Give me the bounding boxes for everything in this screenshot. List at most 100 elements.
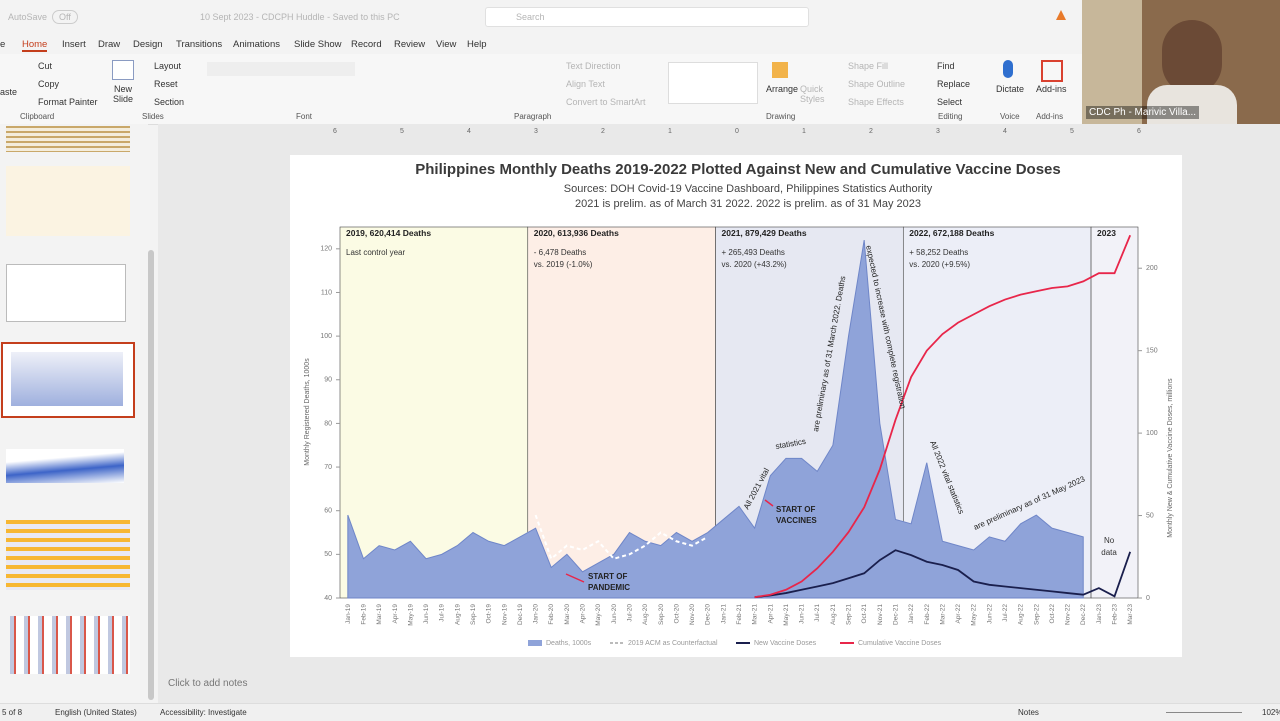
shapes-gallery[interactable]	[668, 62, 758, 104]
x-tick-label: Jan-22	[908, 604, 915, 624]
thumbnail[interactable]	[6, 264, 126, 322]
series-area	[347, 240, 1084, 599]
shape-outline[interactable]: Shape Outline	[848, 79, 906, 89]
annotation: START OF VACCINES	[776, 505, 817, 525]
ribbon-tab[interactable]: Insert	[62, 39, 86, 50]
mic-icon	[1003, 60, 1013, 78]
chart-subtitle: 2021 is prelim. as of March 31 2022. 202…	[575, 198, 921, 210]
new-slide[interactable]: New Slide	[112, 84, 133, 104]
autosave[interactable]: AutoSave	[8, 12, 48, 22]
thumbnail[interactable]	[10, 616, 130, 674]
ruler-label: 3	[534, 128, 538, 135]
arrange[interactable]: Arrange	[766, 84, 799, 94]
y-tick-label: 120	[320, 246, 332, 253]
legend-label: 2019 ACM as Counterfactual	[628, 640, 718, 647]
ribbon-tab[interactable]: Help	[467, 39, 487, 50]
annotation: START OF PANDEMIC	[588, 572, 630, 592]
cut[interactable]: Cut	[38, 61, 53, 71]
align-text[interactable]: Align Text	[566, 79, 605, 89]
x-tick-label: Dec-22	[1080, 604, 1087, 625]
ribbon-tab[interactable]: Transitions	[176, 39, 223, 50]
year-header: 2023	[1097, 228, 1116, 238]
year-header: 2022, 672,188 Deaths	[909, 228, 994, 238]
quick-styles[interactable]: Quick Styles	[800, 84, 825, 104]
ribbon-tab[interactable]: Animations	[233, 39, 280, 50]
paste[interactable]: aste	[0, 87, 18, 97]
autosave-toggle[interactable]: Off	[52, 10, 78, 24]
thumbnail[interactable]	[6, 166, 130, 236]
text-direction[interactable]: Text Direction	[566, 61, 621, 71]
x-tick-label: Aug-19	[454, 604, 461, 625]
zoom-slider[interactable]	[1166, 712, 1242, 713]
x-tick-label: Apr-21	[767, 604, 774, 624]
arrange-icon	[772, 62, 788, 78]
zoom-level[interactable]: 102%	[1262, 708, 1280, 717]
ribbon-tab[interactable]: View	[436, 39, 457, 50]
x-tick-label: Feb-20	[548, 604, 555, 625]
x-tick-label: Feb-19	[360, 604, 367, 625]
person	[1162, 20, 1222, 94]
convert-smartart[interactable]: Convert to SmartArt	[566, 97, 646, 107]
replace[interactable]: Replace	[937, 79, 971, 89]
ribbon-tab[interactable]: Design	[133, 39, 163, 50]
addins-icon	[1041, 60, 1063, 82]
status-bar: 5 of 8 English (United States) Accessibi…	[0, 703, 1280, 721]
x-tick-label: Jan-23	[1096, 604, 1103, 624]
language[interactable]: English (United States)	[55, 708, 137, 717]
y2-tick-label: 100	[1146, 430, 1158, 437]
group-label: Clipboard	[20, 112, 55, 121]
thumbnail[interactable]	[6, 126, 130, 152]
notes-button[interactable]: Notes	[1018, 708, 1039, 717]
y2-tick-label: 200	[1146, 265, 1158, 272]
ruler-label: 6	[333, 128, 337, 135]
thumbnail[interactable]	[6, 449, 124, 483]
ribbon-tab[interactable]: Slide Show	[294, 39, 342, 50]
ruler-label: 6	[1137, 128, 1141, 135]
copy[interactable]: Copy	[38, 79, 60, 89]
year-note: vs. 2020 (+43.2%)	[722, 260, 787, 269]
thumbnail-selected[interactable]	[1, 342, 135, 418]
x-tick-label: Aug-21	[830, 604, 837, 625]
x-tick-label: Oct-19	[486, 604, 493, 624]
ruler-label: 3	[936, 128, 940, 135]
layout[interactable]: Layout	[154, 61, 182, 71]
x-tick-label: Sep-21	[846, 604, 853, 625]
x-tick-label: Mar-23	[1127, 604, 1134, 625]
group-label: Slides	[142, 112, 164, 121]
reset[interactable]: Reset	[154, 79, 178, 89]
x-tick-label: May-20	[595, 604, 602, 626]
ribbon-tab[interactable]: Home	[22, 39, 48, 52]
search-box[interactable]: Search	[485, 7, 809, 27]
y-tick-label: 40	[324, 595, 332, 602]
ruler-label: 4	[1003, 128, 1007, 135]
section[interactable]: Section	[154, 97, 185, 107]
new-slide-icon	[112, 60, 134, 80]
ribbon-tab[interactable]: Draw	[98, 39, 121, 50]
arrow	[764, 499, 774, 507]
year-note: + 58,252 Deaths	[909, 248, 968, 257]
year-note: data	[1101, 548, 1117, 557]
format-painter[interactable]: Format Painter	[38, 97, 98, 107]
chart-title: Philippines Monthly Deaths 2019-2022 Plo…	[415, 161, 1060, 178]
ruler-label: 5	[1070, 128, 1074, 135]
ribbon-tab[interactable]: Review	[394, 39, 426, 50]
thumbnail[interactable]	[6, 520, 130, 590]
y-tick-label: 60	[324, 508, 332, 515]
accessibility[interactable]: Accessibility: Investigate	[160, 708, 247, 717]
shape-fill[interactable]: Shape Fill	[848, 61, 889, 71]
ribbon: aste Cut Copy Format Painter Clipboard N…	[0, 54, 1090, 125]
dictate[interactable]: Dictate	[996, 84, 1025, 94]
add-ins[interactable]: Add-ins	[1036, 84, 1067, 94]
select[interactable]: Select	[937, 97, 963, 107]
x-tick-label: Jun-20	[611, 604, 618, 624]
ribbon-tab[interactable]: e	[0, 39, 6, 50]
notes-placeholder[interactable]: Click to add notes	[168, 678, 248, 689]
x-tick-label: Nov-21	[877, 604, 884, 625]
find[interactable]: Find	[937, 61, 955, 71]
x-tick-label: Oct-22	[1049, 604, 1056, 624]
year-header: 2020, 613,936 Deaths	[534, 228, 619, 238]
font-box[interactable]	[207, 62, 355, 76]
scrollbar[interactable]	[148, 250, 154, 700]
shape-effects[interactable]: Shape Effects	[848, 97, 904, 107]
ribbon-tab[interactable]: Record	[351, 39, 382, 50]
